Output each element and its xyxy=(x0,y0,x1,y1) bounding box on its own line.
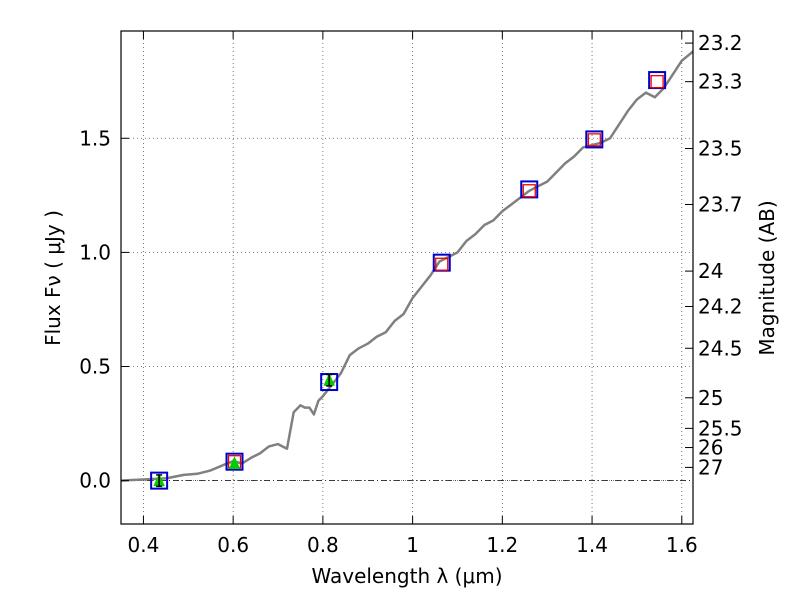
x-tick-label: 0.4 xyxy=(128,533,160,557)
magnitude-tick-label: 24 xyxy=(698,259,723,283)
y-tick-label: 0.5 xyxy=(79,355,111,379)
y-tick-label: 0.0 xyxy=(79,469,111,493)
magnitude-tick-label: 23.3 xyxy=(698,70,743,94)
x-tick-label: 1 xyxy=(406,533,419,557)
plot-frame xyxy=(120,30,694,525)
x-tick-label: 1.4 xyxy=(576,533,608,557)
observed-flux-box xyxy=(585,130,604,149)
magnitude-tick-label: 27 xyxy=(698,455,723,479)
grid xyxy=(121,31,693,524)
x-axis-ticks: 0.4 0.6 0.8 1 1.2 1.4 1.6 xyxy=(128,31,698,557)
magnitude-tick-label: 23.5 xyxy=(698,137,743,161)
magnitude-tick-label: 23.2 xyxy=(698,31,743,55)
model-flux-box xyxy=(435,257,449,271)
x-tick-label: 1.6 xyxy=(666,533,698,557)
magnitude-axis-title: Magnitude (AB) xyxy=(755,200,779,355)
photometry-markers xyxy=(150,71,667,490)
magnitude-tick-label: 25.5 xyxy=(698,416,743,440)
y-axis-ticks: 0.0 0.5 1.0 1.5 xyxy=(79,126,129,493)
observed-flux-box xyxy=(225,452,244,471)
x-tick-label: 0.8 xyxy=(307,533,339,557)
magnitude-tick-label: 26 xyxy=(698,436,723,460)
y-tick-label: 1.0 xyxy=(79,240,111,264)
model-sed-line xyxy=(120,50,694,482)
magnitude-tick-label: 25 xyxy=(698,386,723,410)
y-axis-title: Flux Fν ( μJy ) xyxy=(41,210,65,346)
model-flux-box xyxy=(522,184,536,198)
x-axis-title: Wavelength λ (μm) xyxy=(311,564,502,588)
observed-flux-box xyxy=(150,471,169,490)
x-tick-label: 0.6 xyxy=(217,533,249,557)
model-flux-box xyxy=(650,75,664,89)
detection-marker xyxy=(228,456,241,470)
model-flux-box xyxy=(587,133,601,147)
magnitude-tick-label: 23.7 xyxy=(698,192,743,216)
x-tick-label: 1.2 xyxy=(486,533,518,557)
magnitude-tick-label: 24.2 xyxy=(698,294,743,318)
y-tick-label: 1.5 xyxy=(79,126,111,150)
model-sed-layer xyxy=(120,50,694,482)
magnitude-tick-label: 24.5 xyxy=(698,336,743,360)
